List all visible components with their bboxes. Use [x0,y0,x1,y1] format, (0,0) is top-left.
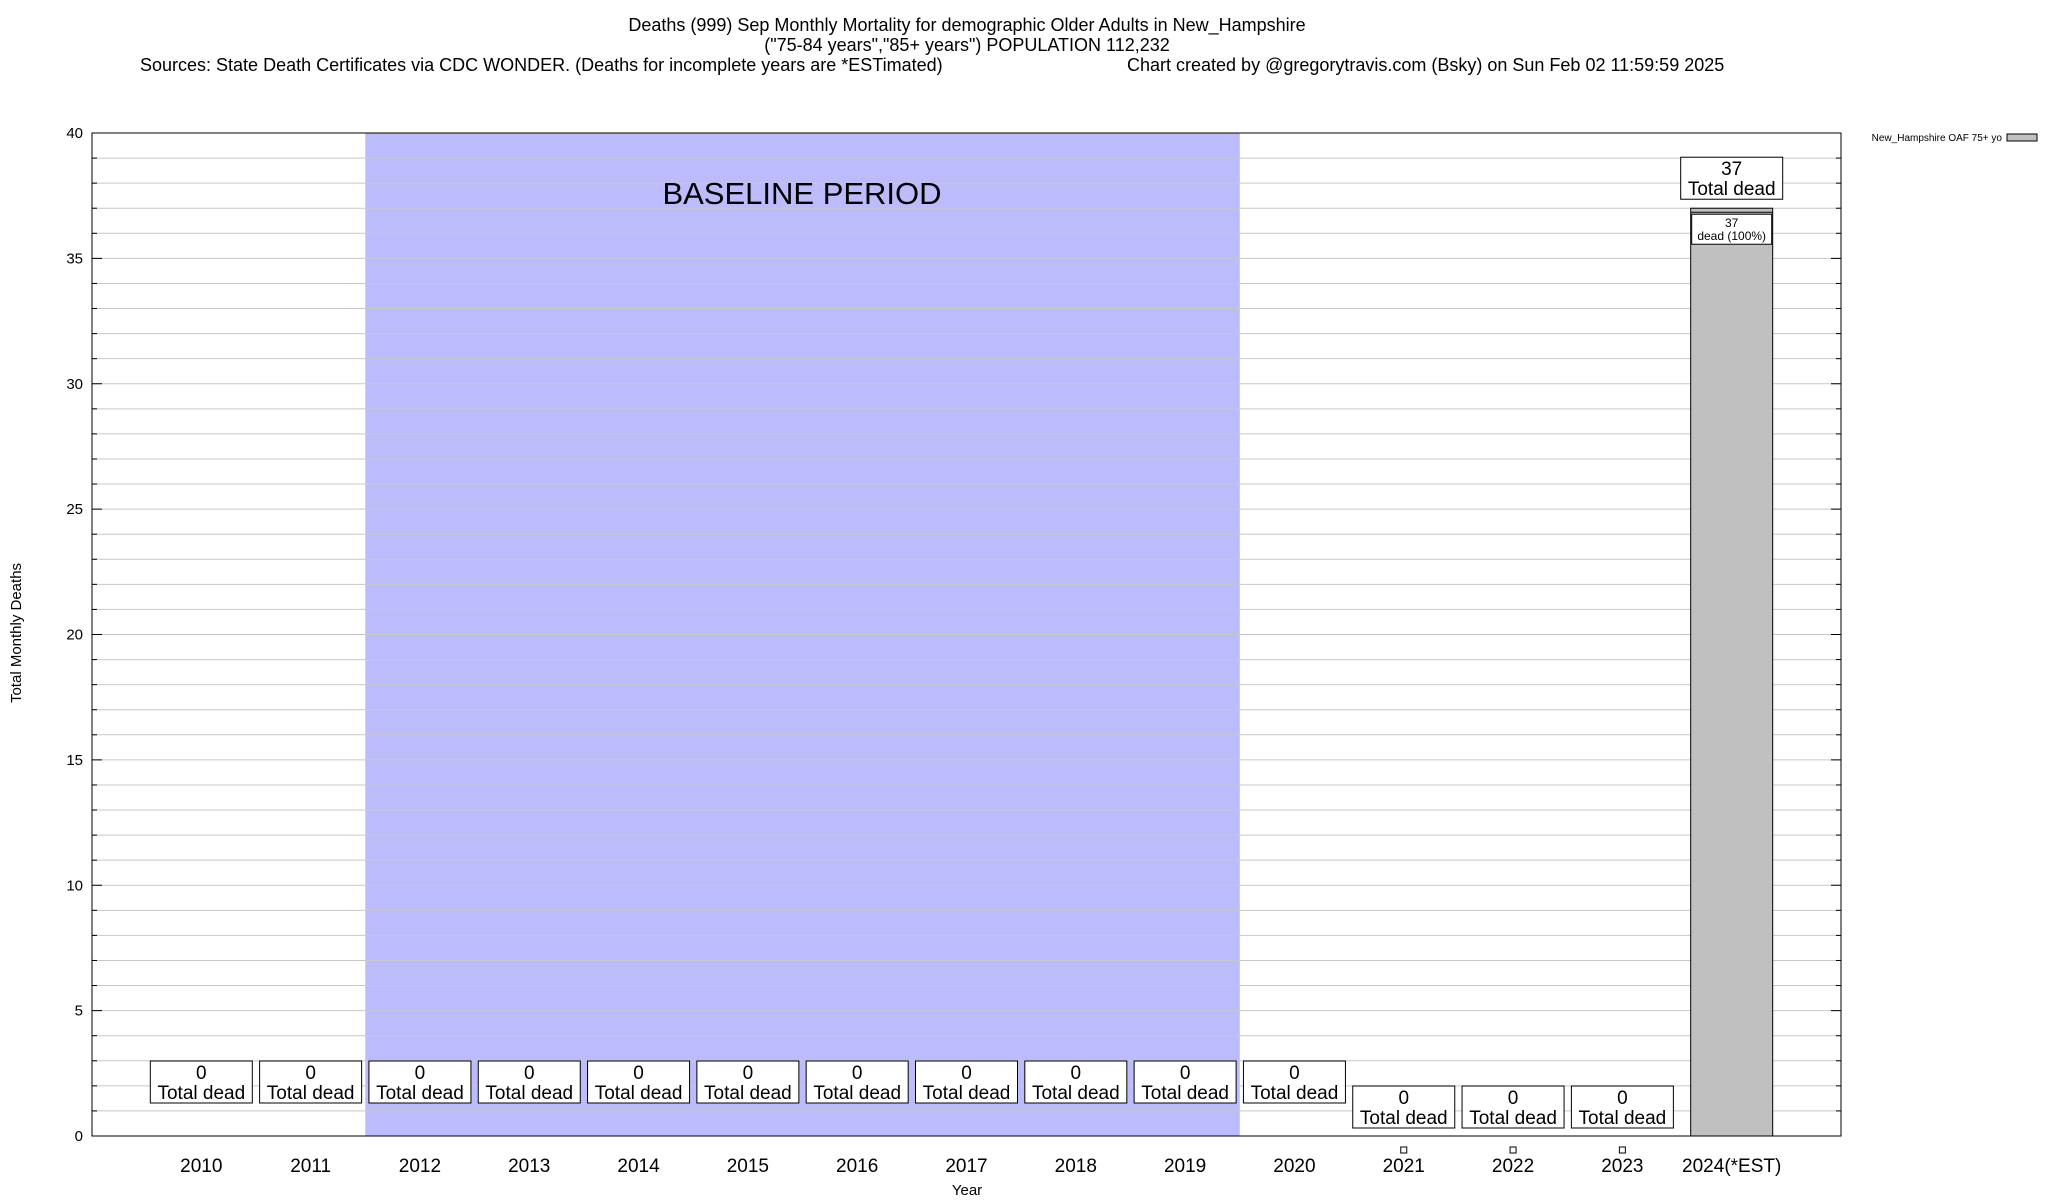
total-label-text: Total dead [157,1083,245,1104]
y-tick-label: 35 [66,250,83,267]
segment-label-text: dead (100%) [1697,229,1766,243]
zero-bar-marker [1509,1146,1517,1154]
x-tick-label: 2021 [1383,1156,1425,1177]
x-tick-label: 2023 [1601,1156,1643,1177]
total-label-value: 0 [1071,1063,1082,1084]
y-tick-label: 15 [66,752,83,769]
y-tick-label: 5 [75,1003,83,1020]
total-label-text: Total dead [1141,1083,1229,1104]
total-label-box [477,1060,581,1104]
total-label-text: Total dead [923,1083,1011,1104]
total-label-value: 0 [196,1063,207,1084]
total-label-value: 0 [743,1063,754,1084]
x-tick-label: 2015 [727,1156,769,1177]
total-label-box [1680,156,1784,200]
total-label-value: 0 [1398,1088,1409,1109]
chart-title-line-2: ("75-84 years","85+ years") POPULATION 1… [764,35,1170,55]
chart-sources: Sources: State Death Certificates via CD… [140,55,943,75]
total-label-text: Total dead [595,1083,683,1104]
chart-credit: Chart created by @gregorytravis.com (Bsk… [1127,55,1724,75]
bar-layer [1400,207,1774,1154]
y-axis-label: Total Monthly Deaths [8,563,25,703]
total-label-value: 0 [1508,1088,1519,1109]
x-tick-label: 2014 [617,1156,660,1177]
x-tick-label: 2012 [399,1156,441,1177]
chart-title-line-1: Deaths (999) Sep Monthly Mortality for d… [628,15,1305,36]
x-tick-label: 2011 [290,1156,331,1177]
total-label-box [1461,1085,1565,1129]
x-tick-label: 2022 [1492,1156,1534,1177]
total-label-text: Total dead [1579,1108,1667,1129]
total-label-value: 0 [633,1063,644,1084]
segment-label-box [1691,213,1773,245]
total-label-text: Total dead [1360,1108,1448,1129]
total-label-box [368,1060,472,1104]
x-tick-label: 2019 [1164,1156,1206,1177]
total-label-text: Total dead [376,1083,464,1104]
total-label-value: 0 [852,1063,863,1084]
total-label-box [1024,1060,1128,1104]
total-label-value: 0 [1617,1088,1628,1109]
y-tick-label: 0 [75,1128,83,1145]
y-tick-label: 40 [66,125,83,142]
total-label-text: Total dead [1251,1083,1339,1104]
x-axis-label: Year [952,1182,982,1199]
total-label-box [1352,1085,1456,1129]
y-tick-label: 20 [66,627,83,644]
total-label-box [259,1060,363,1104]
zero-bar-marker [1400,1146,1408,1154]
total-label-text: Total dead [704,1083,792,1104]
total-label-value: 0 [1289,1063,1300,1084]
x-tick-label: 2010 [180,1156,222,1177]
total-label-value: 37 [1721,159,1742,180]
zero-bar-marker [1618,1146,1626,1154]
x-tick-label: 2016 [836,1156,878,1177]
total-label-value: 0 [524,1063,535,1084]
total-label-text: Total dead [1032,1083,1120,1104]
total-label-value: 0 [961,1063,972,1084]
total-label-text: Total dead [485,1083,573,1104]
total-label-box [696,1060,800,1104]
y-tick-label: 25 [66,501,83,518]
y-tick-label: 30 [66,376,83,393]
total-label-value: 0 [305,1063,316,1084]
x-tick-label: 2018 [1055,1156,1097,1177]
total-label-box [805,1060,909,1104]
total-label-box [1570,1085,1674,1129]
total-label-text: Total dead [813,1083,901,1104]
axis-layer: 0 5 10 15 20 25 30 35 40 2010 2011 2012 2013 2014 2015… [66,125,1842,1177]
legend-entry: New_Hampshire OAF 75+ yo [1872,133,2003,144]
total-label-box [1242,1060,1346,1104]
baseline-period-label: BASELINE PERIOD [662,176,941,211]
x-tick-label: 2024(*EST) [1682,1156,1781,1177]
x-tick-label: 2020 [1273,1156,1315,1177]
segment-label-value: 37 [1725,216,1739,230]
total-label-box [587,1060,691,1104]
total-label-text: Total dead [267,1083,355,1104]
x-tick-label: 2017 [945,1156,987,1177]
total-label-value: 0 [1180,1063,1191,1084]
y-tick-label: 10 [66,877,83,894]
legend-swatch [2006,133,2038,142]
total-label-box [915,1060,1018,1104]
total-label-box [1133,1060,1237,1104]
total-label-text: Total dead [1688,179,1776,200]
x-tick-label: 2013 [508,1156,550,1177]
total-label-text: Total dead [1469,1108,1557,1129]
bar [1690,207,1774,1137]
total-label-box [149,1060,253,1104]
total-label-value: 0 [415,1063,426,1084]
